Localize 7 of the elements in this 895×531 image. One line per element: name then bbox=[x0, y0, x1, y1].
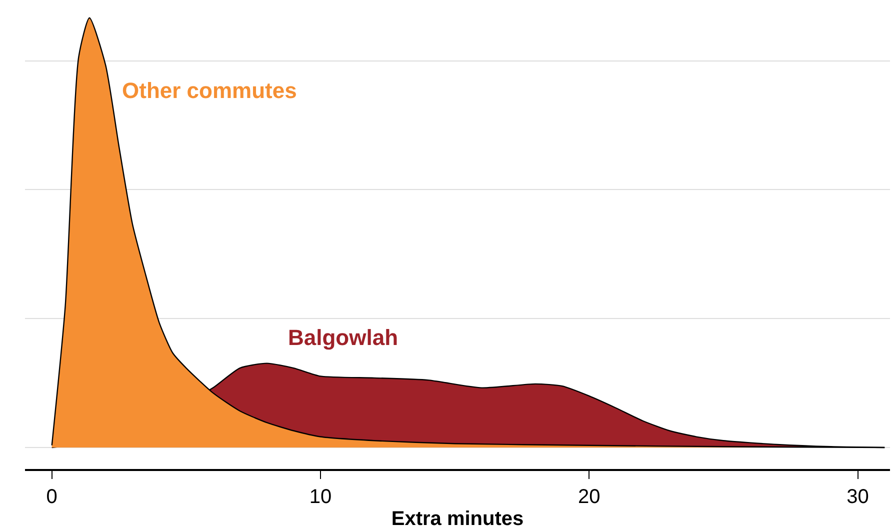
x-tick-label: 10 bbox=[309, 486, 332, 508]
series-label: Balgowlah bbox=[288, 325, 398, 350]
x-tick-label: 0 bbox=[46, 486, 58, 508]
x-axis-title: Extra minutes bbox=[391, 508, 524, 530]
x-tick-label: 20 bbox=[578, 486, 600, 508]
x-tick-label: 30 bbox=[846, 486, 869, 508]
series-label: Other commutes bbox=[122, 78, 297, 103]
